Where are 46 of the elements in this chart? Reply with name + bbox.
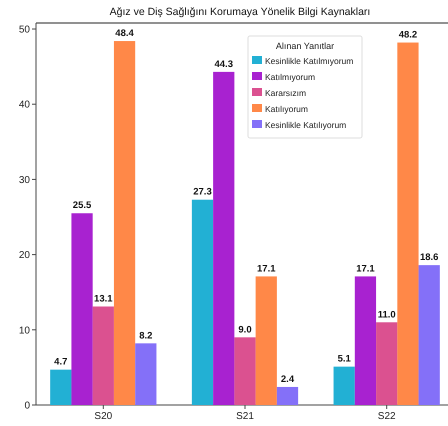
bar — [256, 276, 277, 405]
legend-label: Kesinlikle Katılmıyorum — [265, 56, 354, 66]
bar — [114, 41, 136, 405]
bar — [234, 337, 256, 405]
data-label: 48.4 — [115, 28, 135, 40]
legend-label: Katılmıyorum — [265, 72, 316, 82]
data-label: 18.6 — [420, 252, 438, 264]
data-label: 11.0 — [378, 309, 396, 320]
x-tick-label: S20 — [94, 411, 113, 422]
data-label: 27.3 — [193, 186, 212, 198]
bar — [135, 343, 156, 405]
bar — [192, 200, 214, 405]
y-tick-label: 30 — [18, 174, 30, 186]
data-label: 2.4 — [280, 374, 295, 385]
data-label: 9.0 — [238, 324, 252, 336]
y-tick-label: 40 — [18, 100, 30, 111]
bar — [71, 213, 93, 405]
legend-label: Kesinlikle Katılıyorum — [265, 120, 346, 130]
chart-title: Ağız ve Diş Sağlığını Korumaya Yönelik Bilgi Kaynakları — [110, 6, 370, 18]
legend-title: Alınan Yanıtlar — [276, 41, 334, 51]
legend-label: Katılıyorum — [265, 104, 308, 114]
bar — [354, 276, 376, 405]
data-label: 44.3 — [214, 58, 233, 70]
x-tick-label: S21 — [236, 411, 254, 422]
data-label: 8.2 — [139, 330, 152, 342]
bar — [92, 306, 114, 405]
data-label: 17.1 — [356, 263, 376, 274]
bar — [376, 322, 398, 405]
bar — [397, 42, 419, 405]
y-tick-label: 50 — [18, 24, 30, 36]
legend-label: Kararsızım — [265, 88, 306, 98]
data-label: 25.5 — [72, 200, 92, 212]
bar — [418, 265, 440, 405]
data-label: 5.1 — [338, 354, 352, 365]
bar — [213, 72, 234, 405]
y-tick-label: 10 — [18, 325, 30, 336]
bar — [50, 370, 72, 405]
y-tick-label: 20 — [18, 250, 30, 262]
bar — [276, 386, 298, 405]
y-tick-label: 0 — [24, 400, 30, 412]
bar — [334, 366, 355, 405]
data-label: 13.1 — [94, 293, 114, 304]
data-label: 17.1 — [257, 263, 276, 274]
data-label: 48.2 — [398, 30, 418, 41]
x-tick-label: S22 — [378, 411, 396, 422]
data-label: 4.7 — [54, 356, 68, 368]
